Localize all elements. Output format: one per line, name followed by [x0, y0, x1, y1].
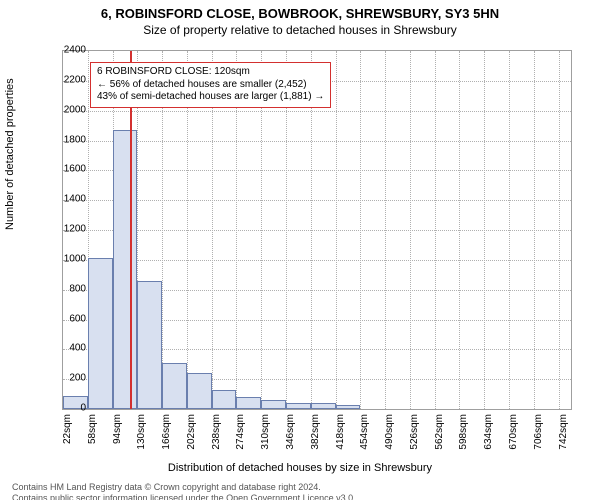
- x-tick-label: 310sqm: [260, 414, 271, 464]
- histogram-bar: [261, 400, 286, 409]
- histogram-bar: [236, 397, 261, 409]
- histogram-bar: [162, 363, 187, 409]
- y-tick-label: 200: [46, 373, 86, 384]
- y-tick-label: 2000: [46, 104, 86, 115]
- y-tick-label: 2200: [46, 74, 86, 85]
- x-tick-label: 490sqm: [384, 414, 395, 464]
- y-tick-label: 0: [46, 403, 86, 414]
- histogram-bar: [311, 403, 336, 409]
- gridline-horizontal: [63, 141, 571, 142]
- page-title: 6, ROBINSFORD CLOSE, BOWBROOK, SHREWSBUR…: [0, 6, 600, 21]
- x-tick-label: 202sqm: [186, 414, 197, 464]
- histogram-bar: [336, 405, 361, 409]
- x-tick-label: 382sqm: [310, 414, 321, 464]
- x-tick-label: 670sqm: [508, 414, 519, 464]
- x-tick-label: 346sqm: [285, 414, 296, 464]
- gridline-horizontal: [63, 111, 571, 112]
- page-subtitle: Size of property relative to detached ho…: [0, 23, 600, 37]
- x-tick-label: 274sqm: [235, 414, 246, 464]
- gridline-horizontal: [63, 230, 571, 231]
- gridline-vertical: [459, 51, 460, 409]
- x-tick-label: 706sqm: [533, 414, 544, 464]
- chart-area: 6 ROBINSFORD CLOSE: 120sqm ← 56% of deta…: [62, 50, 572, 410]
- gridline-horizontal: [63, 260, 571, 261]
- y-tick-label: 800: [46, 283, 86, 294]
- footer-line-2: Contains public sector information licen…: [12, 493, 588, 500]
- y-tick-label: 400: [46, 343, 86, 354]
- y-axis-label: Number of detached properties: [4, 78, 16, 230]
- x-tick-label: 58sqm: [87, 414, 98, 464]
- histogram-bar: [212, 390, 237, 409]
- y-tick-label: 1000: [46, 253, 86, 264]
- x-tick-label: 454sqm: [359, 414, 370, 464]
- gridline-vertical: [385, 51, 386, 409]
- histogram-bar: [137, 281, 162, 409]
- gridline-vertical: [336, 51, 337, 409]
- x-tick-label: 130sqm: [136, 414, 147, 464]
- y-tick-label: 1600: [46, 164, 86, 175]
- gridline-vertical: [559, 51, 560, 409]
- x-tick-label: 562sqm: [434, 414, 445, 464]
- annotation-box: 6 ROBINSFORD CLOSE: 120sqm ← 56% of deta…: [90, 62, 331, 108]
- histogram-bar: [113, 130, 138, 409]
- y-tick-label: 1800: [46, 134, 86, 145]
- x-tick-label: 526sqm: [409, 414, 420, 464]
- footer-line-1: Contains HM Land Registry data © Crown c…: [12, 482, 588, 493]
- x-tick-label: 418sqm: [335, 414, 346, 464]
- gridline-vertical: [360, 51, 361, 409]
- x-tick-label: 94sqm: [112, 414, 123, 464]
- gridline-vertical: [534, 51, 535, 409]
- x-tick-label: 166sqm: [161, 414, 172, 464]
- y-tick-label: 600: [46, 313, 86, 324]
- x-tick-label: 598sqm: [458, 414, 469, 464]
- x-tick-label: 238sqm: [211, 414, 222, 464]
- histogram-bar: [187, 373, 212, 409]
- annotation-line-1: 6 ROBINSFORD CLOSE: 120sqm: [97, 66, 324, 79]
- gridline-horizontal: [63, 200, 571, 201]
- histogram-bar: [286, 403, 311, 409]
- y-tick-label: 2400: [46, 45, 86, 56]
- y-tick-label: 1400: [46, 194, 86, 205]
- x-tick-label: 634sqm: [483, 414, 494, 464]
- gridline-vertical: [410, 51, 411, 409]
- annotation-line-3: 43% of semi-detached houses are larger (…: [97, 91, 324, 104]
- x-tick-label: 22sqm: [62, 414, 73, 464]
- annotation-line-2: ← 56% of detached houses are smaller (2,…: [97, 79, 324, 92]
- x-tick-label: 742sqm: [558, 414, 569, 464]
- y-tick-label: 1200: [46, 224, 86, 235]
- gridline-vertical: [435, 51, 436, 409]
- gridline-horizontal: [63, 170, 571, 171]
- gridline-vertical: [484, 51, 485, 409]
- histogram-bar: [88, 258, 113, 409]
- footer: Contains HM Land Registry data © Crown c…: [12, 482, 588, 500]
- gridline-vertical: [509, 51, 510, 409]
